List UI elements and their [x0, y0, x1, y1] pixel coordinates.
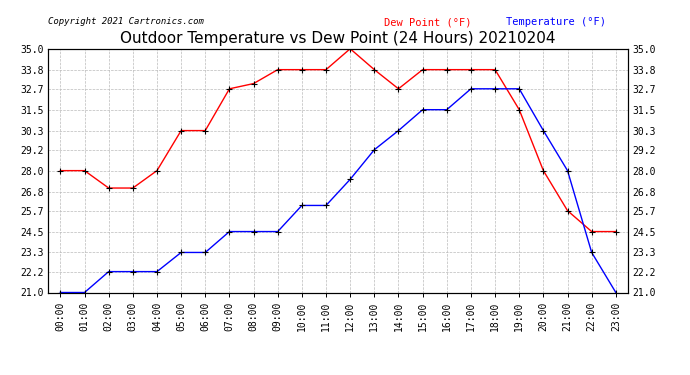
Title: Outdoor Temperature vs Dew Point (24 Hours) 20210204: Outdoor Temperature vs Dew Point (24 Hou… — [120, 31, 556, 46]
Text: Temperature (°F): Temperature (°F) — [506, 17, 607, 27]
Text: Dew Point (°F): Dew Point (°F) — [384, 17, 472, 27]
Text: Copyright 2021 Cartronics.com: Copyright 2021 Cartronics.com — [48, 17, 204, 26]
